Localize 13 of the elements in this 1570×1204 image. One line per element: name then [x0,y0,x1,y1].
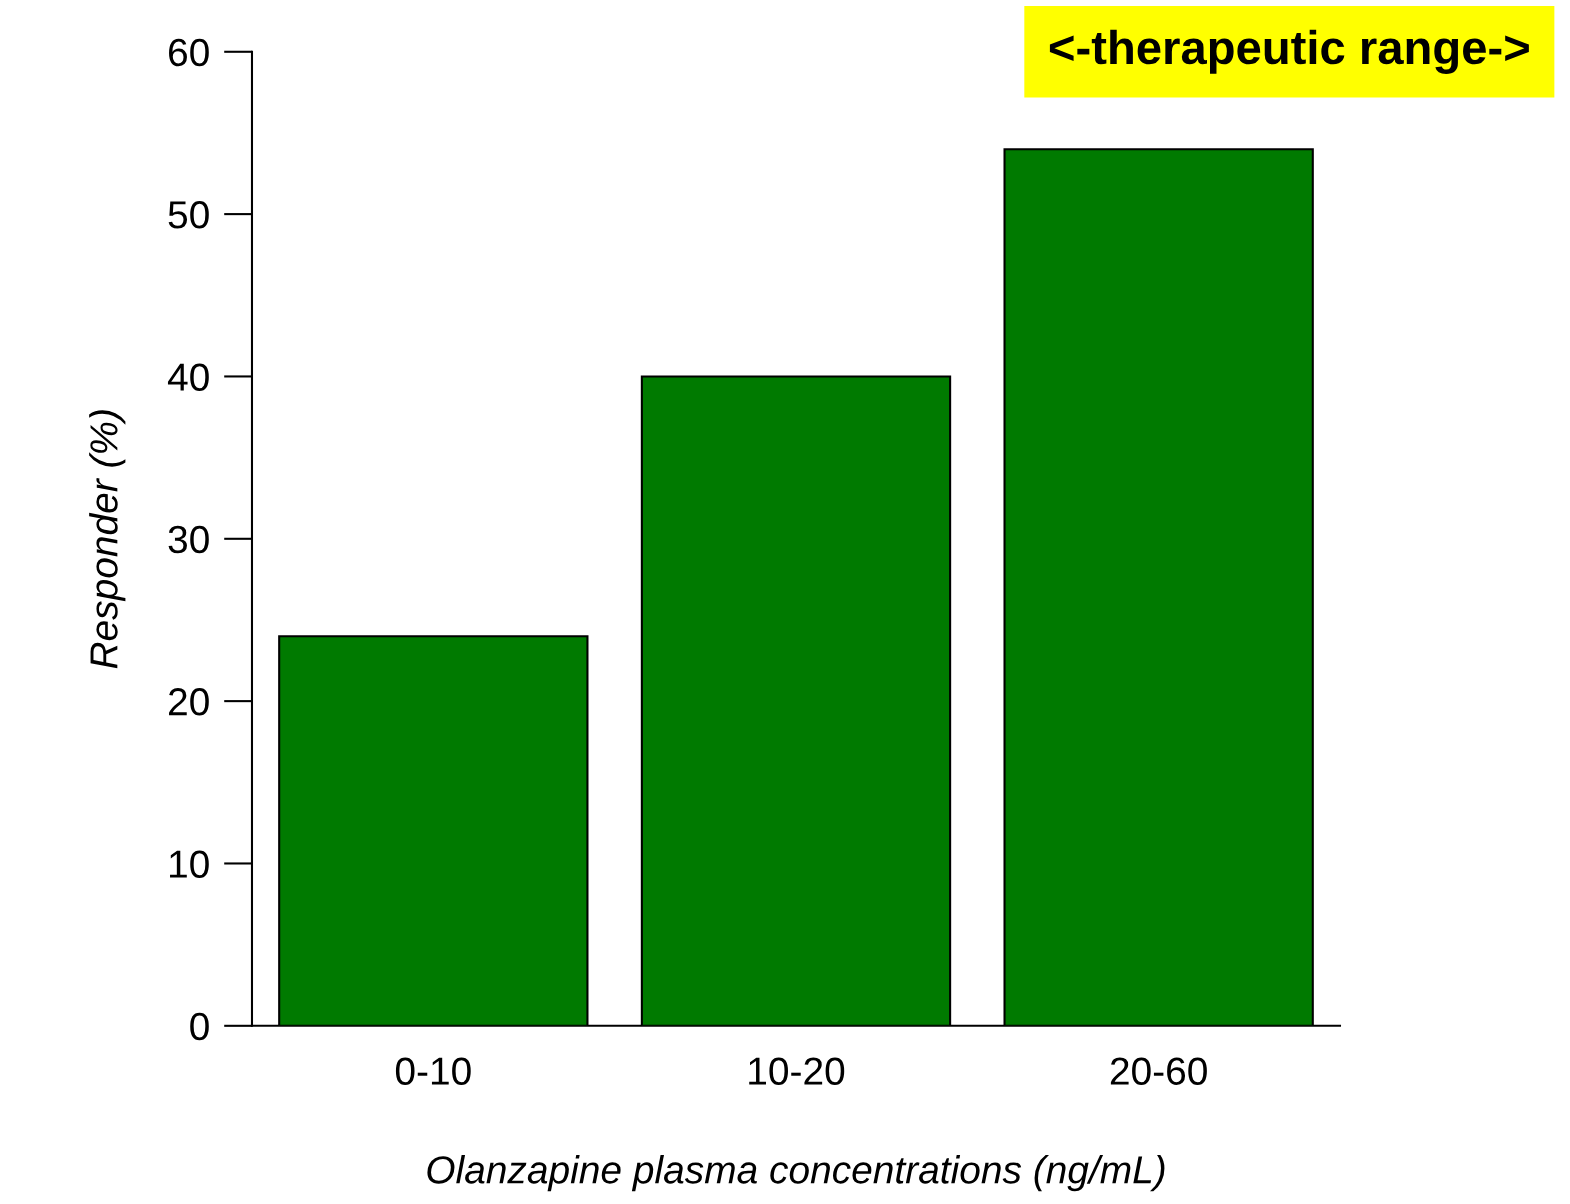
y-tick-label: 20 [169,688,209,716]
y-tick-label: 10 [170,850,209,878]
y-tick-label: 0 [190,1012,209,1041]
annotation: <-therapeutic range-> [1049,29,1529,74]
y-tick-label: 50 [168,201,209,229]
y-tick-label: 40 [167,363,209,391]
y-tick-label: 60 [169,38,209,67]
x-tick-label: 0-10 [395,1057,471,1085]
x-axis-title: Olanzapine plasma concentrations (ng/mL) [427,1155,1165,1192]
x-tick-label: 20-60 [1110,1057,1207,1085]
y-tick-label: 30 [168,525,209,554]
y-axis-title: Responder (%) [89,410,126,669]
x-tick-label: 10-20 [749,1057,845,1085]
